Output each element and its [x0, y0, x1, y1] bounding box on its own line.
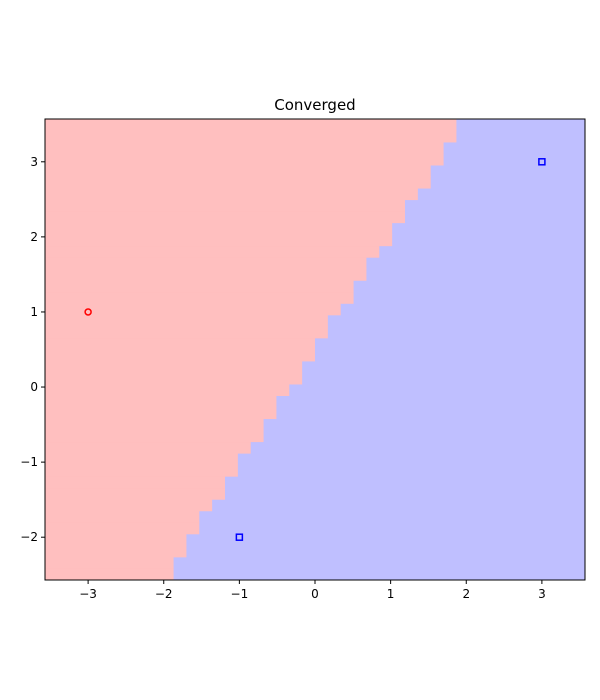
- x-tick-label: −1: [231, 587, 249, 601]
- region-left-strip: [45, 199, 405, 212]
- region-left-strip: [45, 441, 251, 454]
- region-left-strip: [45, 291, 354, 304]
- region-left-strip: [45, 510, 200, 523]
- point-circle: [84, 308, 92, 316]
- region-left-strip: [45, 245, 380, 258]
- x-tick-label: 2: [462, 587, 470, 601]
- y-tick-label: 0: [30, 380, 38, 394]
- point-square: [538, 158, 546, 166]
- region-left-strip: [45, 383, 290, 396]
- region-left-strip: [45, 429, 264, 443]
- region-left-strip: [45, 279, 354, 293]
- region-left-strip: [45, 210, 405, 224]
- region-left-strip: [45, 222, 393, 235]
- y-tick-label: −1: [20, 455, 38, 469]
- region-left-strip: [45, 337, 315, 350]
- region-left-strip: [45, 118, 457, 131]
- y-axis: −2 −1 0 1 2 3: [20, 155, 45, 544]
- region-left-strip: [45, 498, 213, 512]
- region-left-strip: [45, 395, 277, 408]
- region-left-strip: [45, 153, 444, 166]
- region-left-strip: [45, 545, 187, 558]
- region-left-strip: [45, 464, 238, 477]
- region-left-strip: [45, 372, 303, 385]
- region-left-strip: [45, 164, 431, 178]
- region-left-strip: [45, 268, 367, 281]
- chart-title: Converged: [274, 96, 355, 114]
- region-left-strip: [45, 349, 315, 362]
- region-left-strip: [45, 475, 225, 489]
- region-left-strip: [45, 326, 328, 339]
- x-tick-label: 3: [538, 587, 546, 601]
- region-left-strip: [45, 452, 238, 466]
- x-axis: −3 −2 −1 0 1 2 3: [79, 580, 546, 601]
- plot-area: [44, 118, 586, 581]
- x-tick-label: −3: [79, 587, 97, 601]
- y-tick-label: −2: [20, 530, 38, 544]
- region-left-strip: [45, 360, 303, 373]
- region-left-strip: [45, 406, 277, 420]
- region-left-strip: [45, 418, 264, 431]
- y-tick-label: 2: [30, 230, 38, 244]
- region-left-strip: [45, 176, 431, 189]
- region-left-strip: [45, 303, 341, 316]
- region-left-strip: [45, 141, 444, 154]
- region-left-strip: [45, 487, 225, 500]
- region-left-strip: [45, 187, 418, 201]
- x-tick-label: 0: [311, 587, 319, 601]
- x-tick-label: 1: [387, 587, 395, 601]
- y-tick-label: 3: [30, 155, 38, 169]
- point-square: [235, 533, 244, 541]
- region-left-strip: [45, 130, 457, 143]
- y-tick-label: 1: [30, 305, 38, 319]
- region-left-strip: [45, 533, 187, 546]
- region-left-strip: [45, 568, 174, 581]
- region-left-strip: [45, 314, 328, 327]
- region-left-strip: [45, 256, 367, 270]
- region-left-strip: [45, 521, 200, 535]
- region-left-strip: [45, 233, 393, 247]
- region-left-strip: [45, 556, 174, 569]
- x-tick-label: −2: [155, 587, 173, 601]
